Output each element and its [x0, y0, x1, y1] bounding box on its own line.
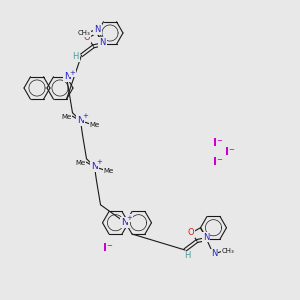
- Text: I⁻: I⁻: [103, 243, 113, 253]
- Text: H: H: [72, 52, 79, 61]
- Text: Me: Me: [75, 160, 85, 166]
- Text: +: +: [97, 159, 102, 165]
- Text: N: N: [94, 25, 101, 34]
- Text: CH₃: CH₃: [222, 248, 234, 254]
- Text: N: N: [77, 116, 84, 125]
- Text: I⁻: I⁻: [213, 157, 223, 167]
- Text: N: N: [203, 232, 209, 242]
- Text: I⁻: I⁻: [225, 147, 235, 157]
- Text: N: N: [99, 38, 106, 47]
- Text: O: O: [84, 34, 90, 43]
- Text: N: N: [211, 250, 217, 259]
- Text: CH₃: CH₃: [77, 30, 90, 36]
- Text: +: +: [82, 113, 88, 119]
- Text: N: N: [91, 162, 98, 171]
- Text: H: H: [184, 251, 190, 260]
- Text: +: +: [70, 70, 75, 76]
- Text: N: N: [64, 72, 71, 81]
- Text: Me: Me: [103, 168, 114, 174]
- Text: O: O: [187, 228, 194, 237]
- Text: +: +: [127, 215, 132, 221]
- Text: N: N: [121, 218, 128, 227]
- Text: I⁻: I⁻: [213, 138, 223, 148]
- Text: Me: Me: [61, 114, 72, 120]
- Text: Me: Me: [89, 122, 100, 128]
